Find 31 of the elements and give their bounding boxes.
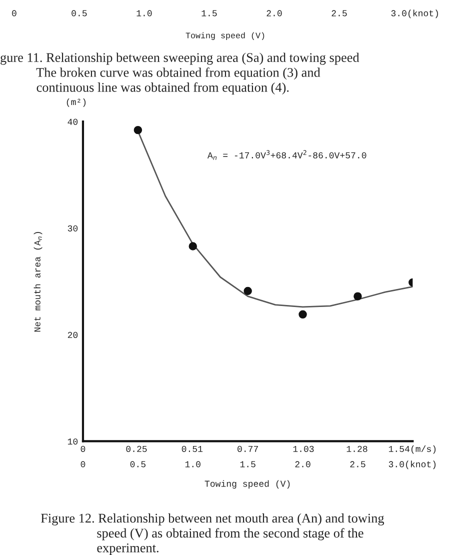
text: Towing speed (V) <box>186 32 264 40</box>
y-axis-title: Net mouth area (A$_{n}$) <box>34 232 42 332</box>
x-tick-label: 3.0(knot) <box>388 460 436 470</box>
x-tick-label: 2.5 <box>350 461 366 468</box>
y-tick-label: 40 <box>68 118 78 125</box>
x-tick-label: 1.5 <box>240 461 256 468</box>
x-axis-title: Towing speed (V) <box>204 480 290 489</box>
x-tick-label: 0.5 <box>130 461 146 468</box>
y-tick-label: 10 <box>68 438 78 445</box>
point <box>244 286 252 296</box>
x2-tick-label: 1.03 <box>293 446 314 452</box>
text: gure 11. Relationship between sweeping area (Sa) and towing speed The broken curve was obtained from equation (3) and continuous line was obtained from equation (4). <box>0 52 360 94</box>
point <box>134 126 142 134</box>
x2-tick-label: 1.54(m/s) <box>388 445 436 454</box>
y-tick-label: 30 <box>68 225 78 232</box>
x-tick-label: 0 <box>80 461 86 468</box>
x2-tick-label: 0.77 <box>238 446 258 452</box>
x2-tick-label: 1.28 <box>346 446 368 452</box>
caption: Figure 12. Relationship between net mouth area (An) and towing speed (V) as obtained from the second stage of the experiment. <box>40 513 384 555</box>
point <box>188 242 197 250</box>
point <box>298 310 307 319</box>
text: (m²) <box>66 98 86 107</box>
text: 0 0.5 1.0 1.5 2.0 2.5 3.0(knot) <box>12 10 438 18</box>
y-tick-label: 20 <box>68 332 78 338</box>
x2-tick-label: 0.51 <box>182 446 203 452</box>
x2-tick-label: 0.25 <box>126 446 147 452</box>
x2-tick-label: 0 <box>80 446 86 452</box>
x-tick-label: 2.0 <box>295 461 310 468</box>
annotation: A$_{n}$ = -17.0V$^{3}$+68.4V$^{2}$-86.0V+57.0 <box>207 150 366 160</box>
x-tick-label: 1.0 <box>185 461 200 468</box>
point <box>354 292 362 300</box>
